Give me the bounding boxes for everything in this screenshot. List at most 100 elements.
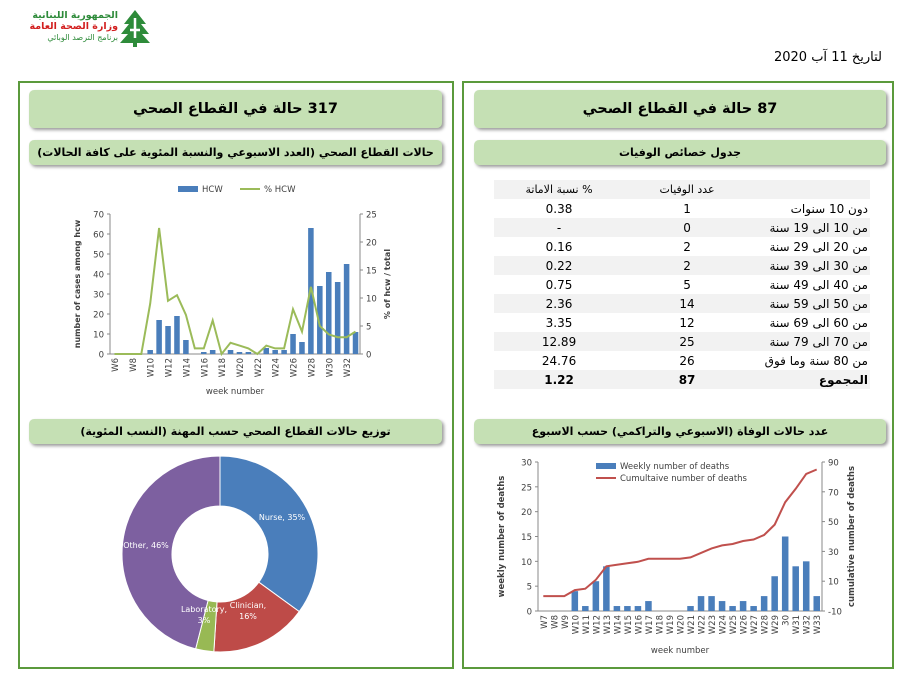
x-tick-label: W9 <box>561 615 571 629</box>
y-tick-label: 10 <box>521 558 532 568</box>
x-tick-label: W16 <box>200 358 210 377</box>
cedar-logo-icon <box>120 10 150 47</box>
bar-w11 <box>156 320 162 354</box>
bar-w23 <box>263 348 270 354</box>
age-cell: من 20 الى 29 سنة <box>769 239 868 254</box>
y2-tick-label: 10 <box>828 578 839 588</box>
y-tick-label: 60 <box>93 231 104 241</box>
rate-cell: 24.76 <box>541 353 577 368</box>
logo-line-2: وزارة الصحة العامة <box>29 21 118 32</box>
x-tick-label: W28 <box>307 358 317 377</box>
y2-tick-label: 50 <box>828 518 839 528</box>
age-cell: دون 10 سنوات <box>790 201 868 216</box>
x-tick-label: W21 <box>687 615 697 634</box>
deaths-cell: 25 <box>624 332 751 351</box>
x-tick-label: W20 <box>677 615 687 634</box>
bar-w24 <box>718 601 726 611</box>
x-tick-label: W18 <box>655 615 665 634</box>
bar-w31 <box>792 566 799 611</box>
y2-tick-label: 90 <box>828 459 839 469</box>
deaths-cell: 12 <box>679 315 695 330</box>
deaths-total-title: 87 حالة في القطاع الصحي <box>474 90 886 128</box>
rate-cell: 1.22 <box>494 370 625 389</box>
table-total-row: 1.22 87 المجموع <box>494 370 870 389</box>
x-tick-label: W29 <box>771 615 781 634</box>
hcw-weekly-chart: 0 10 20 30 40 50 60 70 0 5 10 15 20 25 W6 W8 W10 W12 W14 W1… <box>73 185 392 397</box>
logo-line-1: الجمهورية اللبنانية <box>32 10 118 21</box>
bar-w21 <box>245 352 252 354</box>
bar-w32 <box>343 264 350 354</box>
series-line <box>114 227 357 357</box>
x-tick-label: W17 <box>645 615 655 634</box>
x-axis-title: week number <box>651 646 710 656</box>
y2-tick-label: 15 <box>366 267 377 277</box>
y2-tick-label: 10 <box>366 295 377 305</box>
hcw-total-title: 317 حالة في القطاع الصحي <box>29 90 442 128</box>
deaths-cell: 0 <box>624 218 751 237</box>
x-tick-label: W15 <box>624 615 634 634</box>
x-axis-title: week number <box>206 387 265 397</box>
y-tick-label: 20 <box>521 508 532 518</box>
x-tick-label: W26 <box>740 615 750 634</box>
x-tick-label: W10 <box>147 358 157 377</box>
slice-label-pct: 3% <box>198 616 211 625</box>
y-tick-label: 50 <box>93 251 104 261</box>
rate-cell: 0.16 <box>545 239 573 254</box>
bar-w12 <box>165 326 171 354</box>
bar-w25 <box>729 606 736 611</box>
rate-cell: 0.22 <box>494 256 625 275</box>
x-tick-label: W22 <box>698 615 708 634</box>
y2-tick-label: 70 <box>828 488 839 498</box>
deaths-table: نسبة الاماتة % عدد الوفيات 0.38 1 دون 10 س… <box>494 180 870 389</box>
y-tick-label: 10 <box>93 331 104 341</box>
slice-label-pct: 16% <box>239 612 257 621</box>
rate-cell: 0.38 <box>545 201 573 216</box>
age-cell: من 80 سنة وما فوق <box>764 353 868 368</box>
y2-tick-label: 0 <box>366 351 371 361</box>
age-cell: من 50 الى 59 سنة <box>750 294 870 313</box>
legend-swatch-bars <box>596 463 616 469</box>
deaths-cell: 1 <box>683 201 691 216</box>
deaths-cell: 26 <box>679 353 695 368</box>
bar-w10 <box>571 591 579 611</box>
bar-w20 <box>236 352 243 354</box>
bar-w10 <box>147 350 153 354</box>
y2-tick-label: 20 <box>366 239 377 249</box>
bar-w29 <box>317 286 323 354</box>
y-tick-label: 25 <box>521 483 532 493</box>
slice-label-clinician: Clinician, <box>230 601 266 610</box>
y2-tick-label: 5 <box>366 323 371 333</box>
x-tick-label: W24 <box>719 615 729 634</box>
table-row: 0.22 2 من 30 الى 39 سنة <box>494 256 870 275</box>
deaths-cell: 2 <box>624 256 751 275</box>
age-cell: من 40 الى 49 سنة <box>769 277 868 292</box>
y-tick-label: 30 <box>521 459 532 469</box>
x-tick-label: W30 <box>325 358 335 377</box>
bar-w26 <box>739 601 747 611</box>
x-tick-label: W33 <box>813 615 823 634</box>
x-tick-label: W28 <box>761 615 771 634</box>
x-tick-label: W7 <box>540 615 550 629</box>
age-cell: من 30 الى 39 سنة <box>750 256 870 275</box>
y-tick-label: 5 <box>527 583 532 593</box>
table-row: 0.38 1 دون 10 سنوات <box>494 199 870 218</box>
x-tick-label: W20 <box>236 358 246 377</box>
x-tick-label: W22 <box>254 358 264 377</box>
bar-w25 <box>281 350 287 354</box>
bar-w23 <box>708 596 715 611</box>
bar-w13 <box>174 316 180 354</box>
bar-w33 <box>352 332 359 354</box>
table-header-age <box>750 180 870 200</box>
table-row: 3.35 12 من 60 الى 69 سنة <box>494 313 870 332</box>
bar-w16 <box>634 606 642 611</box>
series-line <box>543 468 818 598</box>
x-tick-label: W24 <box>272 358 282 377</box>
x-tick-label: 30 <box>782 615 792 626</box>
table-header-deaths: عدد الوفيات <box>624 180 751 200</box>
bar-w21 <box>687 606 694 611</box>
hcw-weekly-subtitle: حالات القطاع الصحي (العدد الاسبوعي والنس… <box>29 140 442 165</box>
logo-text: الجمهورية اللبنانية وزارة الصحة العامة ب… <box>18 10 118 43</box>
table-header-rate: نسبة الاماتة % <box>494 180 625 200</box>
y2-tick-label: 25 <box>366 211 377 221</box>
y2-tick-label: 30 <box>828 548 839 558</box>
